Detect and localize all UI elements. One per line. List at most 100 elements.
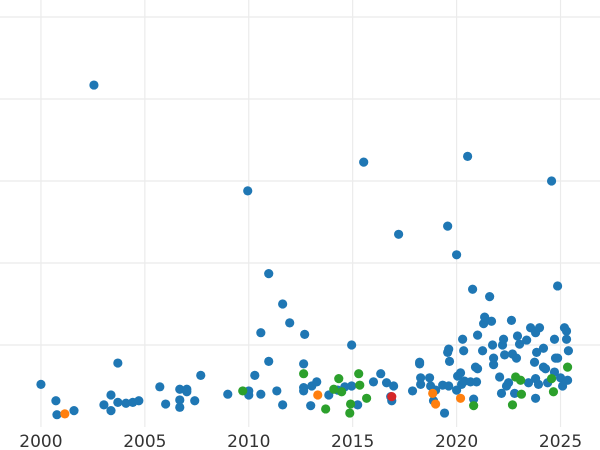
- series-red: [387, 392, 397, 402]
- x-tick-label: 2000: [19, 432, 62, 450]
- data-point-blue: [223, 389, 233, 399]
- data-point-green: [516, 375, 526, 385]
- data-point-blue: [389, 381, 399, 391]
- data-point-blue: [250, 370, 260, 380]
- data-point-blue: [113, 358, 123, 368]
- data-point-blue: [299, 359, 309, 369]
- data-point-orange: [455, 393, 466, 403]
- data-point-green: [238, 386, 248, 396]
- data-point-blue: [52, 410, 62, 420]
- data-point-blue: [278, 400, 288, 410]
- data-point-green: [345, 408, 355, 418]
- series-blue: [36, 80, 574, 420]
- data-point-blue: [196, 370, 206, 380]
- data-point-blue: [376, 369, 386, 379]
- data-point-green: [334, 374, 344, 384]
- x-tick-label: 2015: [331, 432, 374, 450]
- data-point-blue: [488, 360, 499, 370]
- data-point-blue: [106, 390, 116, 400]
- data-point-blue: [444, 344, 454, 354]
- data-point-blue: [487, 340, 498, 350]
- data-point-red: [387, 392, 397, 402]
- data-point-blue: [121, 398, 131, 408]
- data-point-blue: [485, 292, 495, 302]
- data-point-blue: [299, 386, 309, 396]
- data-point-blue: [533, 379, 544, 389]
- data-point-blue: [472, 364, 483, 374]
- data-point-blue: [175, 384, 185, 394]
- data-point-orange: [428, 388, 438, 398]
- data-point-blue: [506, 315, 517, 325]
- data-point-blue: [347, 381, 357, 391]
- data-point-blue: [439, 408, 450, 418]
- x-tick-label: 2010: [227, 432, 270, 450]
- data-point-blue: [443, 221, 453, 231]
- data-point-blue: [523, 378, 534, 388]
- data-point-blue: [381, 378, 392, 388]
- gridlines: [0, 0, 600, 427]
- data-point-blue: [463, 151, 473, 161]
- data-point-orange: [431, 399, 441, 409]
- data-point-blue: [175, 395, 185, 405]
- data-point-blue: [353, 400, 363, 410]
- data-point-blue: [106, 406, 116, 416]
- data-point-blue: [424, 373, 435, 383]
- data-point-blue: [530, 393, 541, 403]
- data-point-blue: [347, 340, 357, 350]
- data-point-blue: [161, 399, 171, 409]
- data-point-orange: [60, 409, 70, 419]
- data-point-blue: [368, 377, 379, 387]
- data-point-blue: [51, 396, 61, 406]
- data-point-blue: [522, 335, 532, 345]
- data-point-green: [516, 389, 527, 399]
- data-point-blue: [514, 339, 525, 349]
- data-point-blue: [69, 406, 79, 416]
- data-point-blue: [496, 388, 507, 398]
- data-point-blue: [415, 359, 425, 369]
- data-point-blue: [444, 356, 455, 366]
- data-point-green: [299, 369, 309, 379]
- data-point-green: [546, 374, 557, 384]
- data-point-green: [355, 380, 365, 390]
- data-point-blue: [451, 250, 462, 260]
- data-point-blue: [444, 381, 454, 391]
- data-point-blue: [532, 347, 542, 357]
- data-point-orange: [313, 390, 323, 400]
- data-point-blue: [256, 328, 266, 338]
- data-point-blue: [455, 368, 466, 378]
- data-point-blue: [272, 386, 282, 396]
- x-tick-label: 2020: [435, 432, 478, 450]
- data-point-blue: [459, 346, 469, 356]
- data-point-blue: [469, 394, 479, 404]
- data-point-blue: [546, 176, 557, 186]
- series-orange: [60, 388, 466, 419]
- data-point-blue: [416, 379, 426, 389]
- data-point-blue: [175, 402, 185, 412]
- data-point-green: [362, 393, 372, 403]
- data-point-green: [354, 369, 364, 379]
- data-point-blue: [472, 330, 483, 340]
- data-point-blue: [509, 388, 520, 398]
- data-point-blue: [480, 312, 490, 322]
- data-point-green: [346, 399, 356, 409]
- data-point-blue: [134, 396, 144, 406]
- data-point-blue: [555, 373, 566, 383]
- data-point-blue: [243, 186, 253, 196]
- data-point-green: [507, 400, 518, 410]
- x-axis-tick-labels: 2000 2005 2010 2015 2020 2025: [19, 432, 582, 450]
- data-point-blue: [394, 229, 404, 239]
- data-point-blue: [529, 357, 540, 367]
- data-point-blue: [113, 397, 123, 407]
- data-point-blue: [471, 377, 482, 387]
- x-tick-label: 2025: [539, 432, 582, 450]
- data-point-blue: [534, 323, 545, 333]
- data-point-blue: [264, 356, 274, 366]
- data-point-blue: [538, 343, 549, 353]
- data-point-blue: [300, 329, 310, 339]
- data-point-blue: [155, 382, 165, 392]
- data-point-blue: [486, 316, 497, 326]
- data-point-blue: [503, 378, 514, 388]
- data-point-green: [321, 404, 331, 414]
- data-point-blue: [99, 400, 109, 410]
